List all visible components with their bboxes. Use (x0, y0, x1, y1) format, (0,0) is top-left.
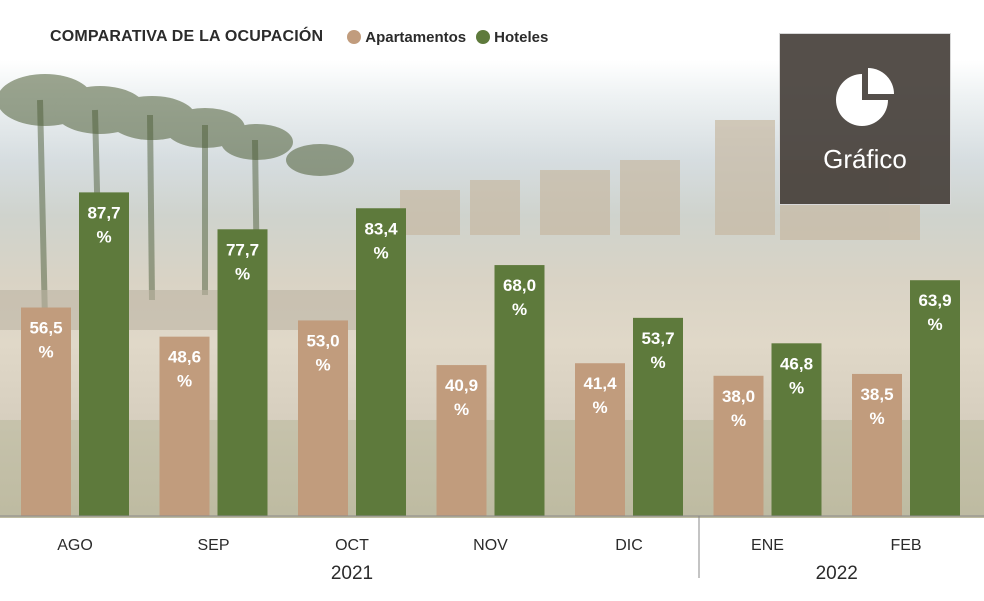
value-label-hoteles-nov: 68,0 (503, 276, 536, 295)
percent-sign-hoteles-ago: % (96, 227, 111, 246)
bar-hoteles-feb (910, 280, 960, 516)
value-label-hoteles-feb: 63,9 (918, 291, 951, 310)
percent-sign-hoteles-oct: % (373, 243, 388, 262)
bar-hoteles-nov (494, 265, 545, 516)
bar-apartamentos-oct (298, 320, 348, 516)
percent-sign-apartamentos-oct: % (315, 355, 330, 374)
pie-chart-icon (836, 67, 894, 126)
year-label-2022: 2022 (816, 563, 858, 584)
x-tick-label-feb: FEB (890, 537, 921, 554)
bar-apartamentos-feb (852, 373, 902, 516)
percent-sign-apartamentos-nov: % (454, 400, 469, 419)
value-label-hoteles-sep: 77,7 (226, 240, 259, 259)
value-label-apartamentos-ago: 56,5 (29, 319, 62, 338)
value-label-hoteles-ago: 87,7 (87, 203, 120, 222)
legend-label-apartamentos: Apartamentos (365, 28, 467, 46)
legend-swatch-apartamentos (347, 30, 362, 44)
x-tick-label-dic: DIC (615, 537, 643, 554)
value-label-apartamentos-dic: 41,4 (583, 374, 617, 393)
bar-hoteles-ago (79, 192, 129, 516)
percent-sign-hoteles-ene: % (789, 378, 804, 397)
percent-sign-apartamentos-ago: % (38, 343, 53, 362)
value-label-apartamentos-oct: 53,0 (306, 331, 339, 350)
percent-sign-apartamentos-sep: % (177, 372, 192, 391)
percent-sign-apartamentos-ene: % (731, 411, 746, 430)
x-tick-label-nov: NOV (473, 537, 508, 554)
value-label-apartamentos-nov: 40,9 (445, 376, 478, 395)
header: COMPARATIVA DE LA OCUPACIÓN Apartamentos… (50, 28, 548, 46)
legend-label-hoteles: Hoteles (494, 28, 549, 46)
badge-label: Gráfico (823, 143, 907, 174)
x-tick-label-sep: SEP (197, 537, 229, 554)
bar-apartamentos-ene (713, 375, 764, 516)
year-label-2021: 2021 (331, 563, 373, 584)
bar-apartamentos-dic (575, 363, 625, 516)
chart-title: COMPARATIVA DE LA OCUPACIÓN (50, 28, 324, 45)
bar-hoteles-oct (356, 208, 406, 516)
grafico-badge: Gráfico (779, 33, 951, 205)
bar-hoteles-ene (771, 343, 822, 516)
value-label-apartamentos-ene: 38,0 (722, 387, 755, 406)
legend-swatch-hoteles (476, 30, 491, 44)
percent-sign-hoteles-feb: % (927, 315, 942, 334)
x-tick-label-oct: OCT (335, 537, 369, 554)
value-label-hoteles-ene: 46,8 (780, 354, 813, 373)
x-tick-label-ene: ENE (751, 537, 784, 554)
bar-hoteles-dic (633, 317, 683, 516)
legend-item-hoteles: Hoteles (476, 29, 548, 46)
bar-hoteles-sep (217, 229, 268, 517)
value-label-hoteles-dic: 53,7 (641, 329, 674, 348)
value-label-hoteles-oct: 83,4 (364, 219, 398, 238)
percent-sign-hoteles-sep: % (235, 264, 250, 283)
legend-item-apartamentos: Apartamentos (347, 29, 466, 46)
percent-sign-apartamentos-feb: % (869, 409, 884, 428)
percent-sign-apartamentos-dic: % (592, 398, 607, 417)
percent-sign-hoteles-nov: % (512, 300, 527, 319)
bar-apartamentos-sep (159, 336, 210, 516)
bar-apartamentos-nov (436, 365, 487, 516)
bar-apartamentos-ago (21, 307, 71, 516)
value-label-apartamentos-sep: 48,6 (168, 348, 201, 367)
percent-sign-hoteles-dic: % (650, 353, 665, 372)
value-label-apartamentos-feb: 38,5 (860, 385, 893, 404)
x-tick-label-ago: AGO (57, 537, 93, 554)
